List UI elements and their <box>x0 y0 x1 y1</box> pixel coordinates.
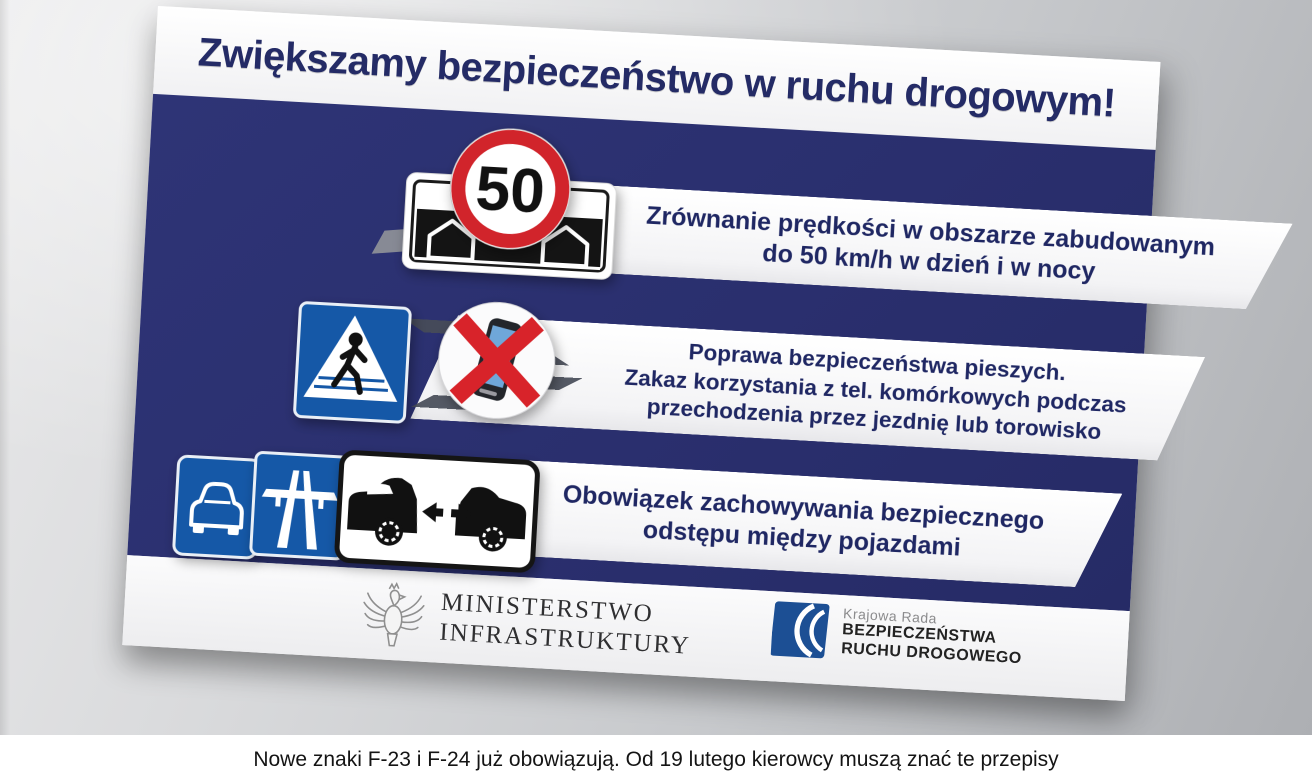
safety-board: Zwiększamy bezpieczeństwo w ruchu drogow… <box>122 6 1160 702</box>
krbrd-logo: Krajowa Rada BEZPIECZEŃSTWA RUCHU DROGOW… <box>770 599 1025 671</box>
caption-bar: Nowe znaki F-23 i F-24 już obowiązują. O… <box>0 735 1312 784</box>
board-footer: MINISTERSTWO INFRASTRUKTURY Krajowa Rada… <box>122 555 1130 702</box>
no-phone-icon <box>438 301 556 419</box>
board-body: Zrównanie prędkości w obszarze zabudowan… <box>127 93 1155 612</box>
speed-limit-value: 50 <box>474 154 547 227</box>
ministry-name: MINISTERSTWO INFRASTRUKTURY <box>439 587 694 662</box>
council-name: Krajowa Rada BEZPIECZEŃSTWA RUCHU DROGOW… <box>841 603 1025 669</box>
caption-text: Nowe znaki F-23 i F-24 już obowiązują. O… <box>253 747 1059 771</box>
motorway-sign <box>249 451 350 561</box>
ribbon-speed-limit: Zrównanie prędkości w obszarze zabudowan… <box>504 180 1293 312</box>
wall-corner-shading <box>0 0 10 735</box>
safe-distance-sign <box>334 450 540 573</box>
ministry-logo: MINISTERSTWO INFRASTRUKTURY <box>358 576 693 668</box>
eagle-icon <box>363 582 425 647</box>
krbrd-icon <box>770 601 830 659</box>
photo-of-safety-billboard: Zwiększamy bezpieczeństwo w ruchu drogow… <box>0 0 1312 735</box>
speed-limit-50-sign: 50 <box>449 128 571 250</box>
expressway-sign <box>172 454 262 560</box>
pedestrian-crossing-sign <box>293 301 412 424</box>
